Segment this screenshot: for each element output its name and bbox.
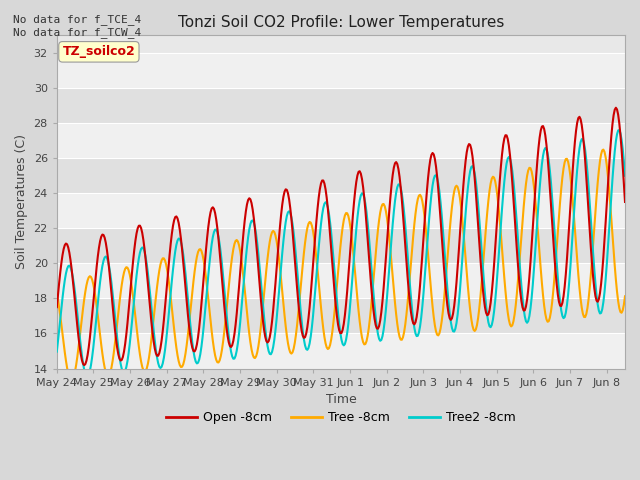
Bar [57,228,625,264]
Text: TZ_soilco2: TZ_soilco2 [63,45,135,59]
Bar [57,299,625,334]
X-axis label: Time: Time [326,393,356,406]
Bar [57,123,625,158]
Text: No data for f_TCE_4
No data for f_TCW_4: No data for f_TCE_4 No data for f_TCW_4 [13,14,141,38]
Y-axis label: Soil Temperatures (C): Soil Temperatures (C) [15,134,28,269]
Bar [57,53,625,88]
Bar [57,264,625,299]
Bar [57,158,625,193]
Legend: Open -8cm, Tree -8cm, Tree2 -8cm: Open -8cm, Tree -8cm, Tree2 -8cm [161,406,521,429]
Bar [57,88,625,123]
Bar [57,334,625,369]
Bar [57,193,625,228]
Title: Tonzi Soil CO2 Profile: Lower Temperatures: Tonzi Soil CO2 Profile: Lower Temperatur… [178,15,504,30]
